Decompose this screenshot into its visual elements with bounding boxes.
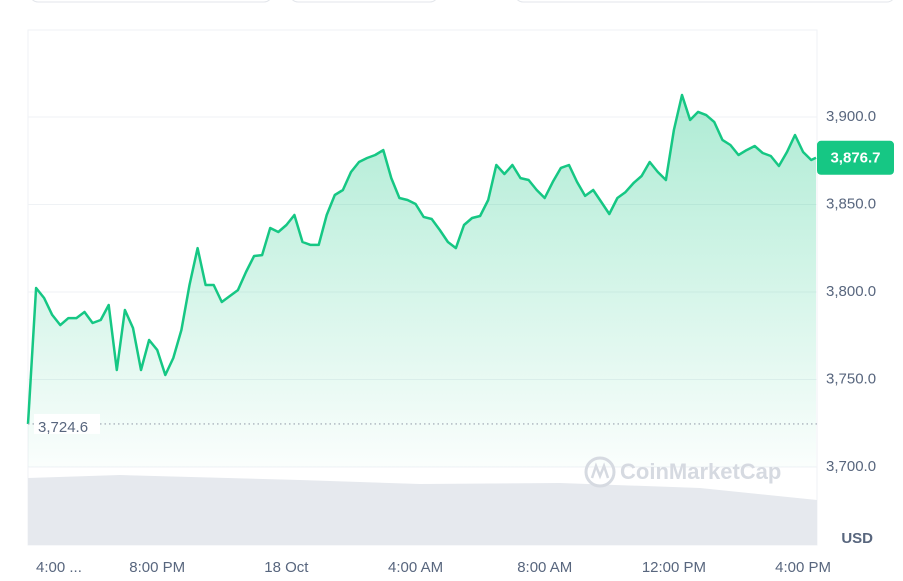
x-tick-label: 4:00 ... xyxy=(36,559,82,576)
y-tick-label: 3,800.0 xyxy=(826,283,876,300)
y-tick-label: 3,850.0 xyxy=(826,195,876,212)
x-tick-label: 12:00 PM xyxy=(642,559,706,576)
last-price-badge xyxy=(817,140,894,175)
price-area xyxy=(28,95,816,467)
tab-control[interactable] xyxy=(290,0,438,3)
y-tick-label: 3,900.0 xyxy=(826,108,876,125)
x-tick-label: 4:00 PM xyxy=(775,559,831,576)
watermark-text: CoinMarketCap xyxy=(620,459,781,484)
watermark: CoinMarketCap xyxy=(584,456,781,488)
last-price-label: 3,876.7 xyxy=(830,150,880,167)
currency-label: USD xyxy=(841,530,873,547)
y-tick-label: 3,700.0 xyxy=(826,458,876,475)
x-tick-label: 4:00 AM xyxy=(388,559,443,576)
x-tick-label: 18 Oct xyxy=(264,559,309,576)
price-line xyxy=(26,93,817,425)
x-tick-label: 8:00 PM xyxy=(129,559,185,576)
tab-control[interactable] xyxy=(515,0,895,3)
open-price-label: 3,724.6 xyxy=(38,419,88,436)
volume-band xyxy=(28,475,817,545)
open-price-bg xyxy=(34,413,100,434)
y-tick-label: 3,750.0 xyxy=(826,370,876,387)
tab-control[interactable] xyxy=(30,0,272,3)
x-tick-label: 8:00 AM xyxy=(517,559,572,576)
